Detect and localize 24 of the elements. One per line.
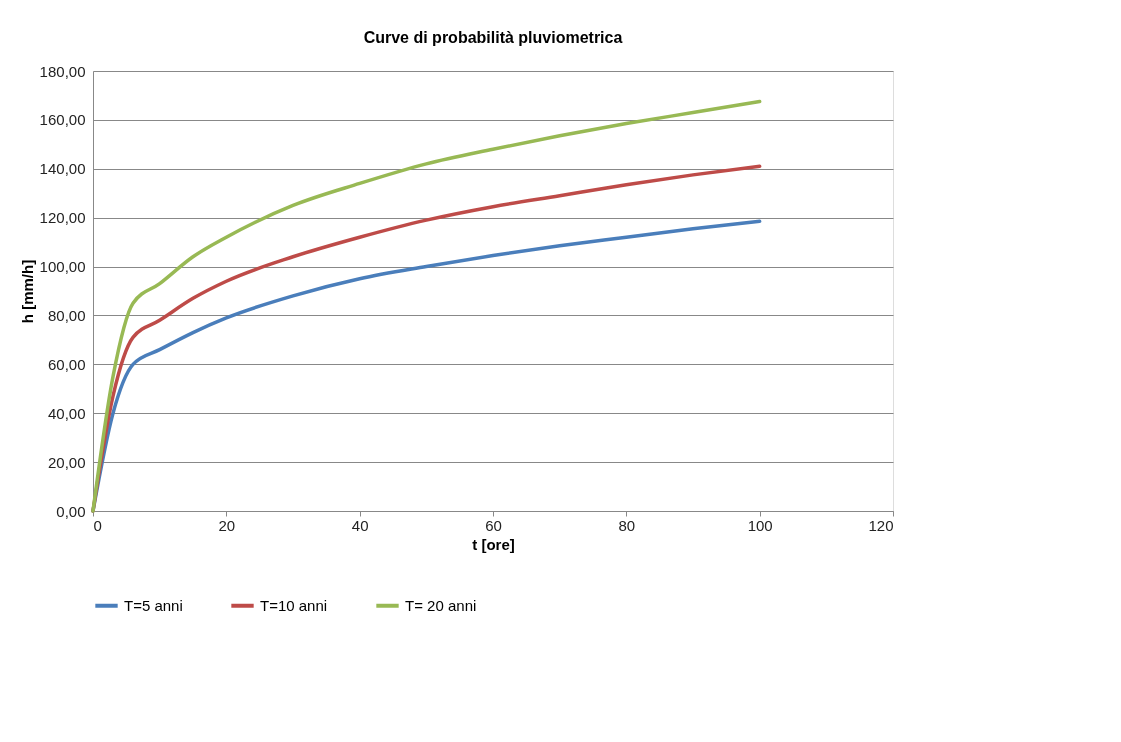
x-tick-label: 40 bbox=[351, 516, 369, 534]
y-tick-label: 140,00 bbox=[39, 160, 86, 178]
chart-title: Curve di probabilità pluviometrica bbox=[363, 29, 623, 46]
y-tick-label: 100,00 bbox=[39, 258, 86, 276]
x-tick-label: 80 bbox=[618, 516, 636, 534]
legend-label: T=10 anni bbox=[260, 596, 328, 614]
y-tick-label: 0,00 bbox=[56, 502, 86, 520]
y-tick-label: 160,00 bbox=[39, 111, 86, 129]
y-tick-label: 60,00 bbox=[47, 355, 86, 373]
legend-label: T= 20 anni bbox=[405, 596, 477, 614]
x-tick-label: 20 bbox=[218, 516, 236, 534]
x-axis-title: t [ore] bbox=[472, 535, 515, 553]
line-series bbox=[91, 99, 762, 513]
legend-label: T=5 anni bbox=[124, 596, 183, 614]
x-tick-label: 100 bbox=[747, 516, 773, 534]
y-axis-title: h [mm/h] bbox=[18, 259, 36, 324]
x-tick-label: 0 bbox=[93, 516, 102, 534]
y-tick-label: 80,00 bbox=[47, 306, 86, 324]
y-tick-label: 180,00 bbox=[39, 62, 86, 80]
y-tick-label: 40,00 bbox=[47, 404, 86, 422]
y-tick-label: 20,00 bbox=[47, 453, 86, 471]
y-tick-label: 120,00 bbox=[39, 209, 86, 227]
x-tick-label: 120 bbox=[868, 516, 894, 534]
x-tick-label: 60 bbox=[485, 516, 502, 534]
